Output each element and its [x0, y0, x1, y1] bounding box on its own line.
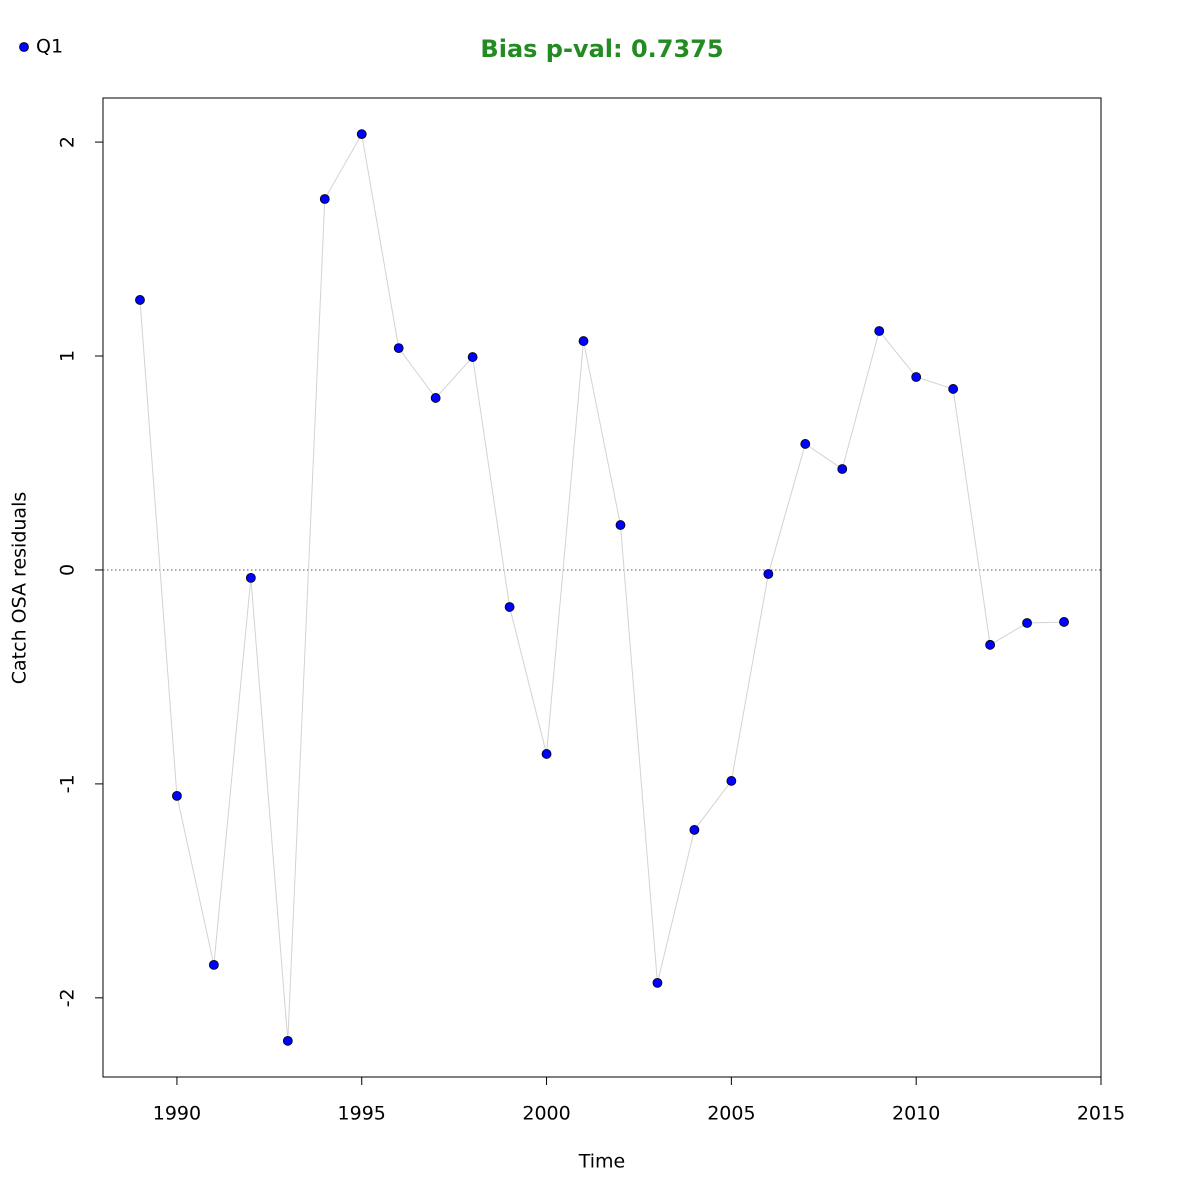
x-axis-label: Time [578, 1151, 626, 1173]
data-point [172, 790, 182, 801]
data-point [837, 464, 848, 474]
data-point [763, 569, 774, 579]
data-point [800, 439, 811, 449]
chart-title: Bias p-val: 0.7375 [480, 35, 723, 63]
x-tick-label: 2005 [707, 1103, 755, 1125]
y-tick-label: 2 [57, 136, 79, 148]
x-tick-label: 2000 [522, 1103, 570, 1125]
data-point [393, 343, 404, 353]
data-point [874, 326, 885, 336]
data-point [652, 977, 663, 988]
y-tick-label: -1 [57, 774, 79, 793]
data-point [282, 1035, 293, 1046]
data-point [208, 959, 219, 970]
data-point [467, 352, 478, 362]
data-point [948, 384, 959, 394]
x-tick-label: 2015 [1077, 1103, 1125, 1125]
data-point [726, 776, 737, 786]
data-point [356, 129, 367, 140]
data-point [911, 372, 922, 382]
y-axis-label: Catch OSA residuals [9, 492, 31, 684]
data-point [430, 393, 441, 403]
data-point [245, 572, 256, 583]
data-point [689, 824, 700, 835]
y-tick-label: 1 [57, 350, 79, 362]
data-point [319, 194, 330, 204]
legend-marker [19, 42, 29, 52]
x-tick-label: 1995 [338, 1103, 386, 1125]
y-tick-label: -2 [57, 988, 79, 1007]
legend-label: Q1 [36, 36, 63, 58]
data-point [135, 295, 145, 305]
data-point [615, 520, 626, 530]
data-point [1059, 617, 1069, 627]
x-tick-label: 2010 [892, 1103, 940, 1125]
plot-frame [102, 97, 1102, 1078]
data-point [578, 336, 589, 346]
x-tick-label: 1990 [153, 1103, 201, 1125]
data-point [504, 602, 515, 612]
data-point [541, 749, 552, 759]
y-tick-label: 0 [57, 564, 79, 576]
series-line [139, 132, 1065, 1041]
data-point [985, 639, 996, 650]
data-point [1022, 618, 1032, 628]
